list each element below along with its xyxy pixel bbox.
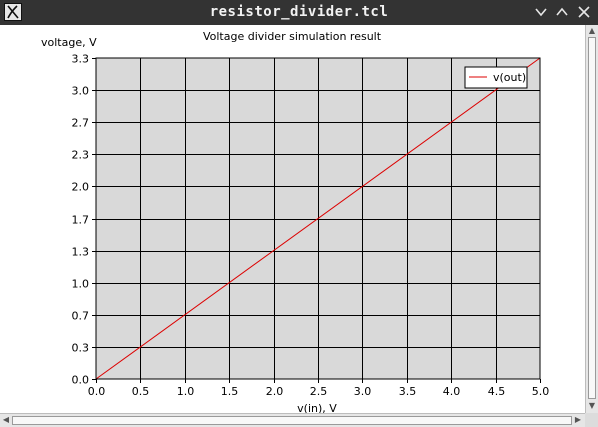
y-tick-label: 2.3 bbox=[72, 149, 90, 162]
x-tick-label: 5.0 bbox=[532, 385, 550, 398]
chevron-up-icon[interactable] bbox=[553, 3, 571, 21]
y-tick-label: 0.0 bbox=[72, 374, 90, 387]
close-icon[interactable] bbox=[575, 3, 593, 21]
title-bar[interactable]: resistor_divider.tcl bbox=[0, 0, 598, 25]
x-tick-label: 0.5 bbox=[132, 385, 150, 398]
y-tick-label: 2.7 bbox=[72, 117, 90, 130]
chevron-down-icon[interactable] bbox=[532, 3, 550, 21]
x-tick-label: 1.0 bbox=[177, 385, 195, 398]
scroll-right-arrow-icon[interactable]: ▶ bbox=[574, 415, 582, 424]
vertical-scroll-thumb[interactable] bbox=[588, 37, 596, 399]
tk-app-icon[interactable] bbox=[4, 3, 22, 21]
plot-border bbox=[95, 57, 541, 380]
x-tick-label: 2.0 bbox=[266, 385, 284, 398]
y-tick-label: 0.3 bbox=[72, 342, 90, 355]
horizontal-scroll-thumb[interactable] bbox=[12, 416, 572, 425]
x-tick-label: 3.0 bbox=[354, 385, 372, 398]
y-axis-label: voltage, V bbox=[41, 36, 97, 49]
legend: v(out) bbox=[464, 66, 528, 89]
horizontal-scrollbar[interactable]: ◀ ▶ bbox=[0, 413, 585, 427]
series-group bbox=[95, 57, 541, 380]
plot-canvas: Voltage divider simulation result voltag… bbox=[0, 25, 585, 415]
series-line bbox=[95, 57, 541, 380]
y-tick-label: 3.3 bbox=[72, 53, 90, 66]
y-ticks: 0.0 0.3 0.7 1.0 1.3 1.7 2.0 2.3 2.7 3.0 3.3 bbox=[72, 53, 96, 387]
y-tick-label: 2.0 bbox=[72, 181, 90, 194]
y-tick-label: 0.7 bbox=[72, 310, 90, 323]
vertical-scrollbar[interactable]: ▲ ▼ bbox=[585, 25, 598, 413]
x-tick-label: 4.5 bbox=[488, 385, 506, 398]
scroll-up-arrow-icon[interactable]: ▲ bbox=[588, 26, 596, 35]
scroll-left-arrow-icon[interactable]: ◀ bbox=[2, 415, 10, 424]
scroll-down-arrow-icon[interactable]: ▼ bbox=[588, 401, 596, 410]
x-axis-label: v(in), V bbox=[297, 402, 337, 413]
window-title: resistor_divider.tcl bbox=[209, 4, 389, 20]
legend-label: v(out) bbox=[493, 71, 526, 84]
x-tick-label: 2.5 bbox=[310, 385, 328, 398]
y-tick-label: 1.7 bbox=[72, 214, 90, 227]
legend-box bbox=[464, 66, 528, 89]
x-ticks: 0.0 0.5 1.0 1.5 2.0 2.5 3.0 3.5 4.0 4.5 5.0 bbox=[88, 379, 550, 398]
y-tick-label: 1.0 bbox=[72, 278, 90, 291]
x-tick-label: 0.0 bbox=[88, 385, 106, 398]
x-tick-label: 3.5 bbox=[399, 385, 417, 398]
y-tick-label: 3.0 bbox=[72, 85, 90, 98]
scrollbar-corner bbox=[585, 413, 598, 427]
x-tick-label: 4.0 bbox=[443, 385, 461, 398]
x-tick-label: 1.5 bbox=[221, 385, 239, 398]
y-tick-label: 1.3 bbox=[72, 246, 90, 259]
chart-title: Voltage divider simulation result bbox=[203, 30, 382, 43]
line-chart: Voltage divider simulation result voltag… bbox=[41, 30, 550, 415]
